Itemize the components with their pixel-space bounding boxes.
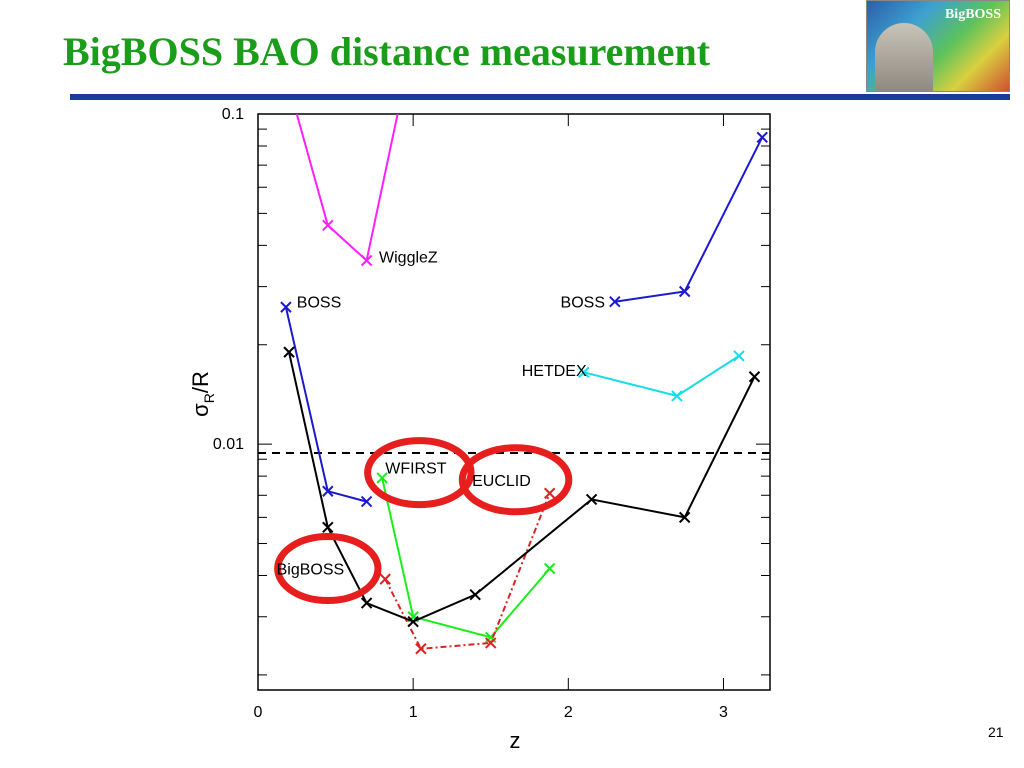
annotation-bigboss: BigBOSS (277, 562, 345, 579)
annotation-hetdex: HETDEX (522, 363, 587, 380)
series-6-point (283, 346, 295, 358)
highlight-ellipse-wfirst (364, 437, 475, 509)
series-2-point (609, 296, 621, 308)
series-0-point (322, 219, 334, 232)
series-6-point (585, 493, 598, 506)
bigboss-logo: BigBOSS (866, 0, 1010, 92)
series-5-point (379, 573, 391, 585)
x-tick-label: 1 (409, 704, 418, 721)
slide-title: BigBOSS BAO distance measurement (63, 29, 711, 74)
y-axis-label-main: σ (188, 403, 213, 417)
series-6-point (322, 521, 334, 533)
series-3-point (578, 366, 590, 379)
annotation-euclid: EUCLID (472, 473, 531, 490)
x-tick-label: 3 (719, 704, 728, 721)
series-line-5 (384, 492, 551, 650)
logo-text: BigBOSS (944, 7, 1001, 22)
series-6-point (678, 511, 691, 524)
annotation-boss: BOSS (297, 295, 341, 312)
plot-frame (257, 113, 771, 691)
x-tick-label: 0 (254, 704, 263, 721)
series-1-point (280, 301, 292, 313)
series-line-3 (583, 355, 740, 397)
series-3-point (733, 350, 745, 362)
y-axis-label-sub: R (201, 393, 217, 403)
series-6-point (469, 588, 481, 601)
series-6-point (407, 615, 419, 628)
x-tick-label: 2 (564, 704, 573, 721)
annotation-boss: BOSS (561, 295, 605, 312)
series-4-point (543, 562, 556, 575)
x-axis-label: z (510, 728, 521, 753)
series-line-1 (284, 306, 367, 503)
series-1-point (360, 495, 373, 508)
series-line-0 (295, 113, 399, 263)
series-5-point (543, 487, 556, 499)
telescope-dome-icon (875, 23, 933, 91)
highlight-ellipse-euclid (458, 444, 573, 516)
series-5-point (485, 637, 497, 649)
series-line-4 (381, 477, 551, 639)
series-2-point (678, 285, 691, 298)
series-4-point (376, 472, 388, 484)
series-6-point (748, 371, 761, 383)
annotation-wigglez: WiggleZ (379, 250, 438, 267)
series-line-2 (614, 136, 764, 303)
series-1-point (322, 485, 334, 497)
series-6-point (360, 597, 373, 609)
y-tick-label: 0.1 (222, 106, 244, 123)
series-0-point (360, 254, 373, 267)
title-divider (70, 94, 1010, 100)
series-2-point (756, 131, 768, 144)
series-5-point (415, 643, 427, 655)
series-3-point (671, 390, 683, 402)
y-axis-label-tail: /R (188, 371, 213, 393)
annotation-wfirst: WFIRST (385, 460, 447, 477)
highlight-ellipse-bigboss (274, 533, 382, 605)
y-axis-label: σR/R (188, 371, 217, 417)
y-tick-label: 0.01 (213, 436, 244, 453)
page-number: 21 (988, 724, 1004, 740)
